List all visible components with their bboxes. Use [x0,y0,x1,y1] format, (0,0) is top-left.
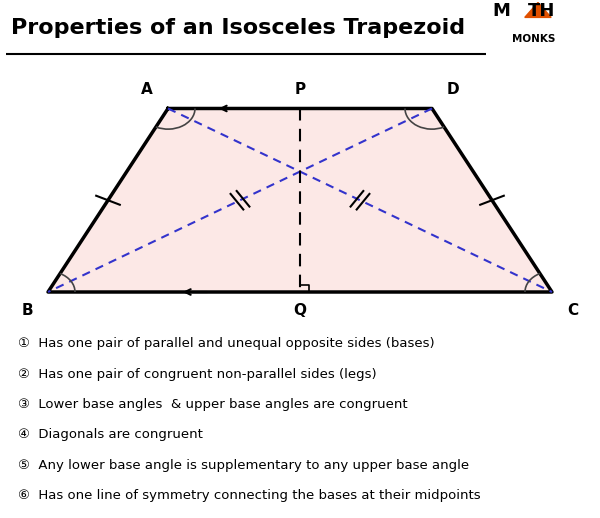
Text: ④  Diagonals are congruent: ④ Diagonals are congruent [18,428,203,441]
Text: ①  Has one pair of parallel and unequal opposite sides (bases): ① Has one pair of parallel and unequal o… [18,337,434,350]
Text: B: B [22,304,33,319]
Text: D: D [447,82,460,97]
Text: ⑤  Any lower base angle is supplementary to any upper base angle: ⑤ Any lower base angle is supplementary … [18,459,469,472]
Text: M: M [492,2,510,20]
Polygon shape [525,3,551,18]
Text: Q: Q [293,304,307,319]
Text: ②  Has one pair of congruent non-parallel sides (legs): ② Has one pair of congruent non-parallel… [18,367,377,381]
Text: C: C [567,304,578,319]
Text: ⑥  Has one line of symmetry connecting the bases at their midpoints: ⑥ Has one line of symmetry connecting th… [18,489,481,502]
Text: Properties of an Isosceles Trapezoid: Properties of an Isosceles Trapezoid [11,18,465,38]
Text: A: A [141,82,153,97]
Text: MONKS: MONKS [512,34,556,44]
Text: P: P [295,82,305,97]
Text: TH: TH [528,2,556,20]
Text: ③  Lower base angles  & upper base angles are congruent: ③ Lower base angles & upper base angles … [18,398,407,411]
Polygon shape [48,108,552,292]
